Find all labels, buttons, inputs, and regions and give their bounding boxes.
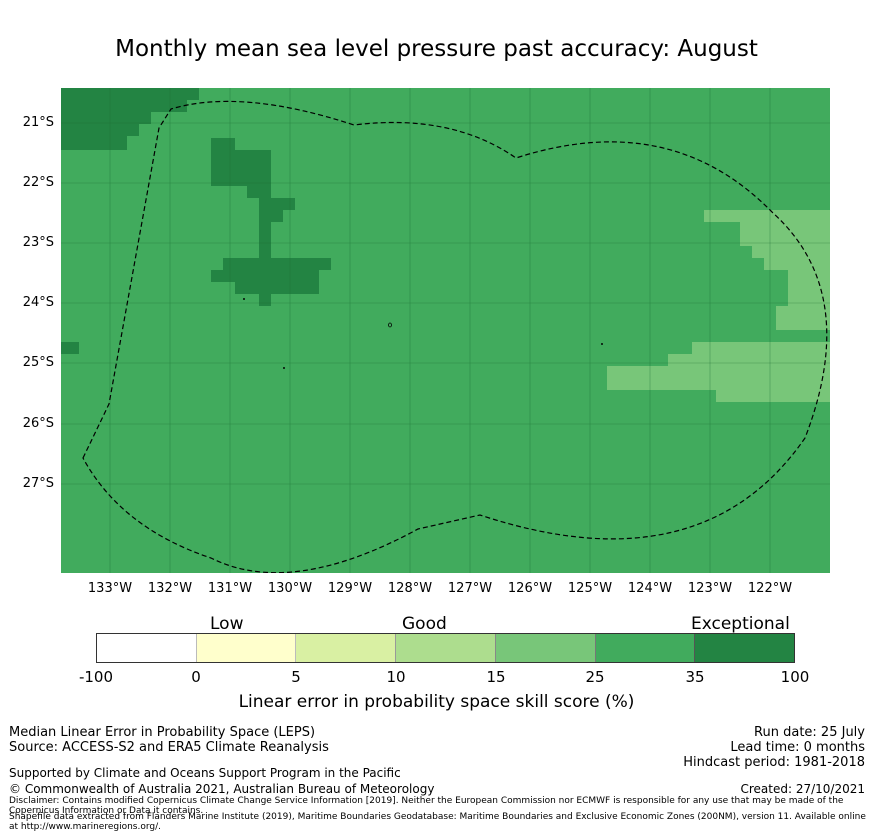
footer-lead-time: Lead time: 0 months [730, 740, 865, 755]
lon-label: 130°W [267, 581, 313, 596]
category-good: Good [402, 614, 447, 634]
lat-label: 21°S [22, 115, 54, 130]
skill-map [61, 88, 830, 573]
lat-label: 22°S [22, 175, 54, 190]
lon-label: 127°W [447, 581, 493, 596]
shapefile-credit: Shapefile data extracted from Flanders M… [9, 812, 866, 832]
colorbar-segment [495, 634, 596, 662]
lon-label: 132°W [147, 581, 193, 596]
colorbar-tick: 5 [291, 668, 301, 686]
colorbar-segment [695, 634, 795, 662]
colorbar-tick: 25 [585, 668, 605, 686]
lon-label: 126°W [507, 581, 553, 596]
colorbar-segment [396, 634, 496, 662]
lat-label: 25°S [22, 355, 54, 370]
lon-label: 123°W [687, 581, 733, 596]
colorbar [96, 633, 795, 663]
lon-label: 124°W [627, 581, 673, 596]
islands [242, 297, 604, 369]
colorbar-segment [196, 634, 297, 662]
footer-method: Median Linear Error in Probability Space… [9, 725, 316, 740]
lon-label: 129°W [327, 581, 373, 596]
lat-label: 23°S [22, 235, 54, 250]
colorbar-title: Linear error in probability space skill … [238, 692, 635, 712]
lon-label: 128°W [387, 581, 433, 596]
footer-created: Created: 27/10/2021 [740, 782, 865, 796]
disclaimer: Disclaimer: Contains modified Copernicus… [9, 796, 844, 816]
lat-label: 26°S [22, 416, 54, 431]
colorbar-segment [97, 634, 197, 662]
colorbar-tick: 10 [386, 668, 406, 686]
lon-label: 122°W [747, 581, 793, 596]
map-title: Monthly mean sea level pressure past acc… [115, 36, 758, 62]
footer-copyright: © Commonwealth of Australia 2021, Austra… [9, 782, 435, 796]
colorbar-segment [595, 634, 696, 662]
good-region [607, 210, 830, 402]
colorbar-tick: 0 [191, 668, 201, 686]
colorbar-tick: 100 [780, 668, 810, 686]
lon-label: 133°W [87, 581, 133, 596]
colorbar-tick: 35 [685, 668, 705, 686]
colorbar-tick: 15 [486, 668, 506, 686]
category-exceptional: Exceptional [691, 614, 790, 634]
map-canvas [61, 88, 830, 573]
lat-label: 27°S [22, 476, 54, 491]
lon-label: 131°W [207, 581, 253, 596]
eez-boundary [82, 100, 828, 573]
lon-label: 125°W [567, 581, 613, 596]
footer-hindcast: Hindcast period: 1981-2018 [683, 755, 865, 770]
colorbar-segment [296, 634, 397, 662]
graticule [61, 88, 830, 573]
exceptional-region [61, 88, 830, 354]
footer-support: Supported by Climate and Oceans Support … [9, 766, 401, 780]
lat-label: 24°S [22, 295, 54, 310]
footer-source: Source: ACCESS-S2 and ERA5 Climate Reana… [9, 740, 329, 755]
category-low: Low [210, 614, 244, 634]
footer-run-date: Run date: 25 July [754, 725, 865, 740]
colorbar-tick: -100 [78, 668, 114, 686]
